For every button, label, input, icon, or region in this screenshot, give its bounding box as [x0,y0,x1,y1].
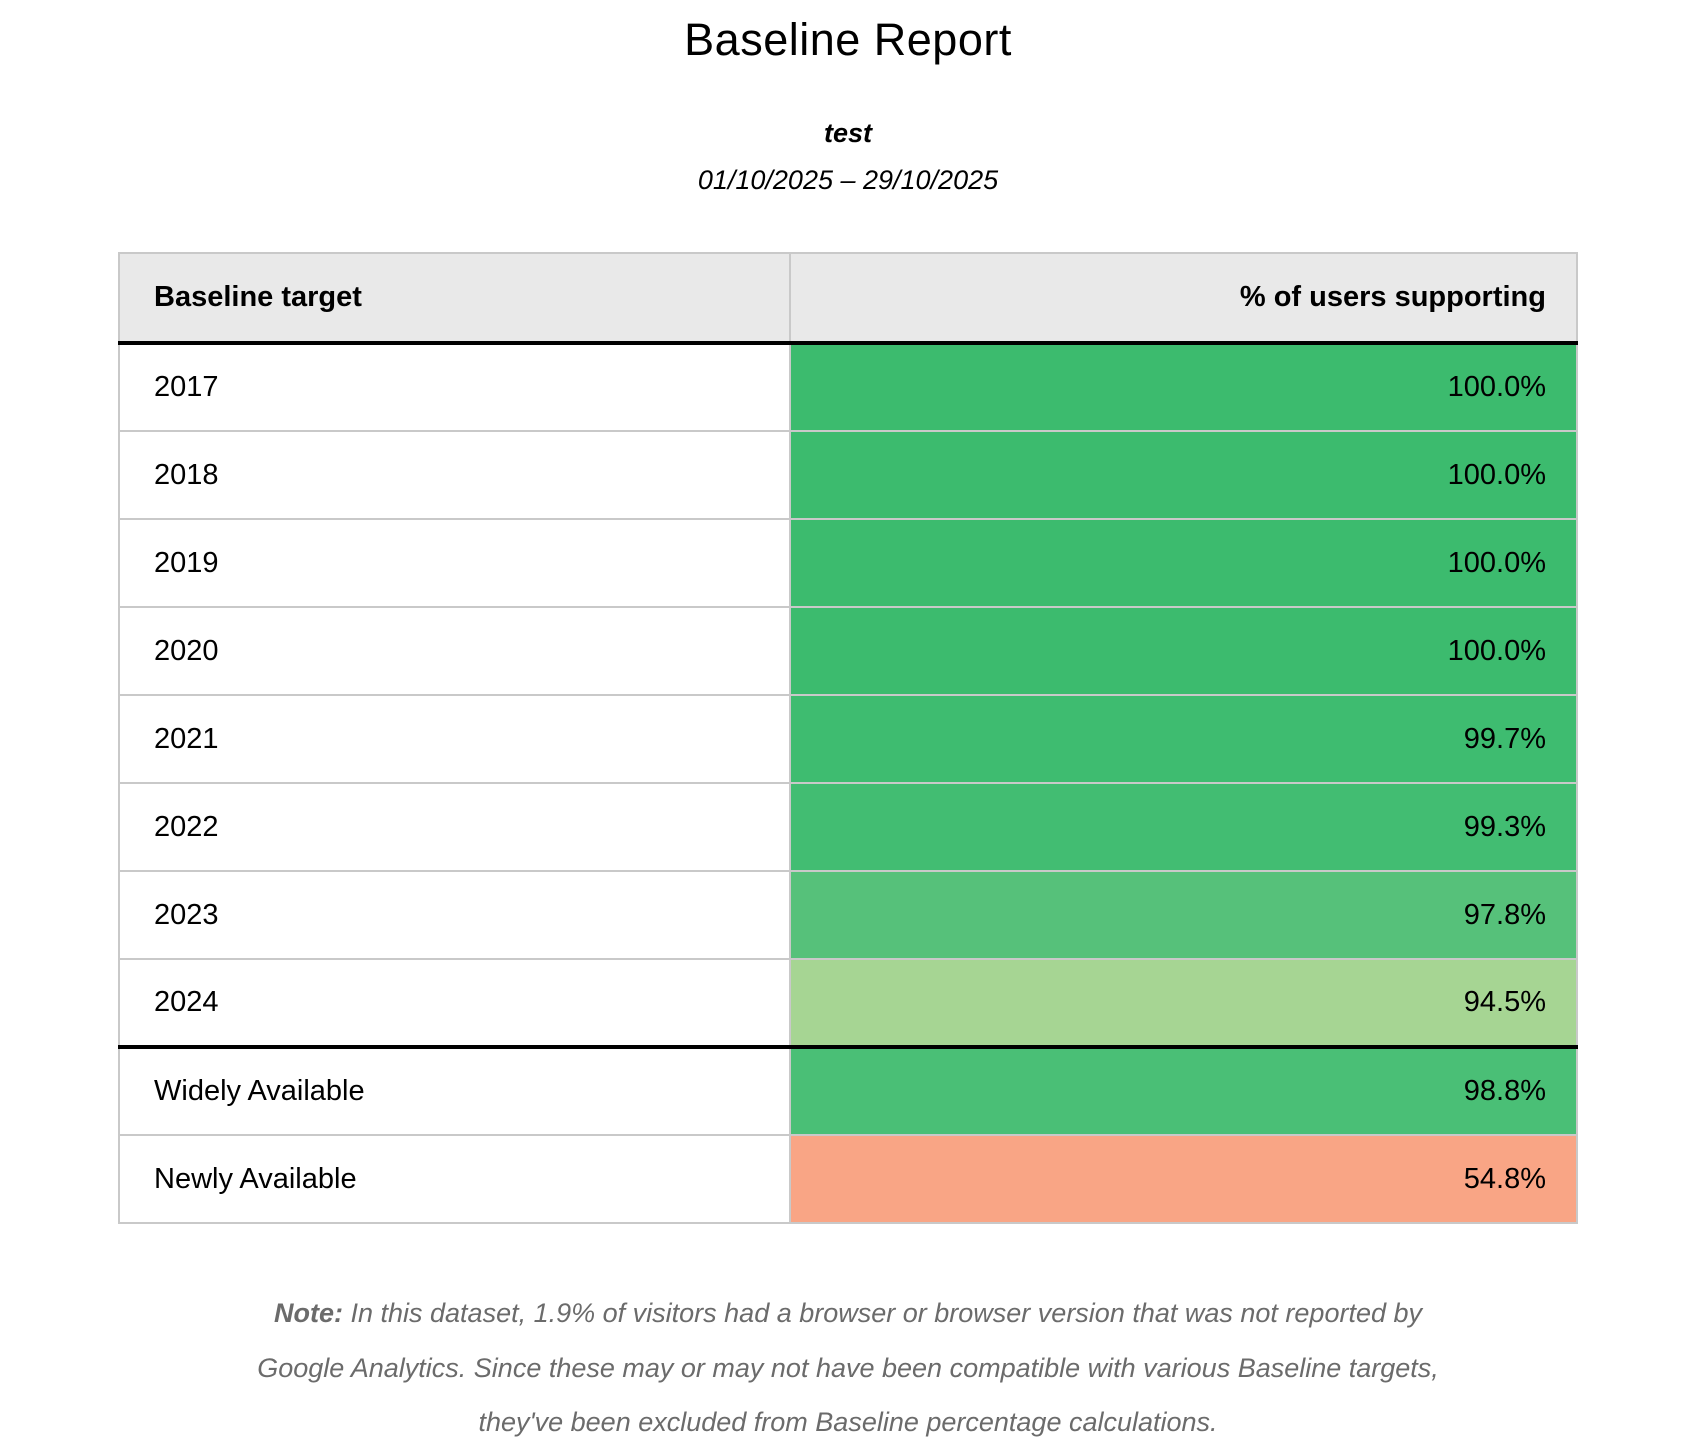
value-cell: 98.8% [789,1045,1579,1135]
table-row: Newly Available 54.8% [118,1134,1579,1224]
table-row: 2023 97.8% [118,870,1579,959]
table-row: 2021 99.7% [118,694,1579,783]
value-cell: 100.0% [789,342,1579,431]
table-row: 2019 100.0% [118,518,1579,607]
table-row: 2018 100.0% [118,430,1579,519]
table-row: 2022 99.3% [118,782,1579,871]
column-header-baseline-target: Baseline target [118,252,791,345]
page-title: Baseline Report [684,14,1012,65]
target-cell: 2022 [118,782,791,871]
target-cell: 2023 [118,870,791,959]
baseline-table: Baseline target % of users supporting 20… [118,252,1579,1224]
target-cell: 2020 [118,606,791,695]
value-cell: 97.8% [789,870,1579,959]
footnote: Note: In this dataset, 1.9% of visitors … [238,1286,1458,1448]
table-row: Widely Available 98.8% [118,1045,1579,1135]
footnote-text: In this dataset, 1.9% of visitors had a … [257,1298,1439,1438]
table-body: 2017 100.0% 2018 100.0% 2019 100.0% 2020… [118,342,1579,1224]
target-cell: Newly Available [118,1134,791,1224]
value-cell: 99.3% [789,782,1579,871]
report-date-range: 01/10/2025 – 29/10/2025 [697,165,999,195]
target-cell: 2017 [118,342,791,431]
target-cell: 2018 [118,430,791,519]
target-cell: 2019 [118,518,791,607]
value-cell: 100.0% [789,430,1579,519]
footnote-label: Note: [273,1298,343,1328]
table-header: Baseline target % of users supporting [118,252,1579,345]
value-cell: 94.5% [789,958,1579,1047]
column-header-percent-supporting: % of users supporting [789,252,1579,345]
table-row: 2020 100.0% [118,606,1579,695]
value-cell: 99.7% [789,694,1579,783]
table-row: 2024 94.5% [118,958,1579,1047]
table-header-row: Baseline target % of users supporting [118,252,1579,345]
value-cell: 100.0% [789,518,1579,607]
table-row: 2017 100.0% [118,342,1579,431]
target-cell: 2024 [118,958,791,1047]
value-cell: 100.0% [789,606,1579,695]
report-subtitle: test [823,118,872,148]
target-cell: Widely Available [118,1045,791,1135]
value-cell: 54.8% [789,1134,1579,1224]
target-cell: 2021 [118,694,791,783]
